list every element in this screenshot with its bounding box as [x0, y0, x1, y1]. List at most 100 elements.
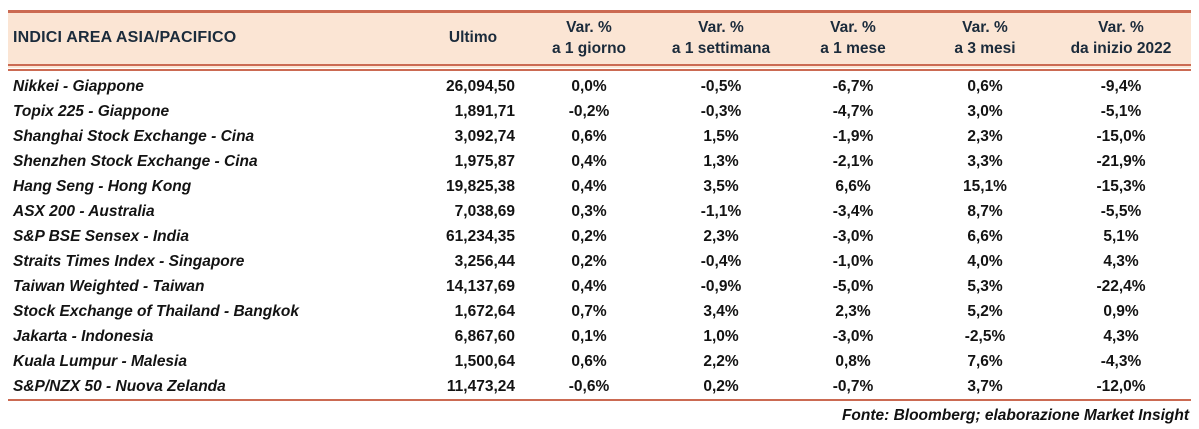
- variation-value-cell: 3,3%: [967, 152, 1003, 170]
- index-name-cell: Kuala Lumpur - Malesia: [13, 352, 187, 370]
- var-label: Var. %: [698, 19, 744, 36]
- variation-value-cell: -0,9%: [700, 277, 742, 295]
- variation-value-cell: -5,5%: [1100, 202, 1142, 220]
- variation-value-cell: 15,1%: [963, 177, 1007, 195]
- column-header-var-3-mesi: Var. % a 3 mesi: [919, 10, 1051, 71]
- variation-value-cell: 1,3%: [703, 152, 739, 170]
- index-name-cell: Taiwan Weighted - Taiwan: [13, 277, 205, 295]
- variation-value-cell: 2,2%: [703, 352, 739, 370]
- variation-value-cell: -12,0%: [1051, 374, 1191, 401]
- ultimo-value-cell: 11,473,24: [423, 374, 523, 401]
- ultimo-value-cell: 14,137,69: [446, 277, 515, 295]
- index-name-cell: Jakarta - Indonesia: [13, 327, 154, 345]
- index-name-cell: Shanghai Stock Exchange - Cina: [13, 127, 255, 145]
- variation-value-cell: -5,0%: [832, 277, 874, 295]
- ultimo-value-cell: 61,234,35: [446, 227, 515, 245]
- table-row: Nikkei - Giappone 26,094,50 0,0% -0,5% -6,7%…: [8, 68, 1191, 100]
- period-label: a 1 mese: [820, 40, 886, 57]
- period-label: a 3 mesi: [954, 40, 1016, 57]
- variation-value-cell: -0,2%: [568, 102, 610, 120]
- variation-value-cell: 8,7%: [967, 202, 1003, 220]
- variation-value-cell: -15,3%: [1096, 177, 1146, 195]
- index-name-cell: Shenzhen Stock Exchange - Cina: [13, 152, 258, 170]
- variation-value-cell: 0,7%: [571, 302, 607, 320]
- variation-value-cell: 0,4%: [571, 177, 607, 195]
- index-name-cell: S&P/NZX 50 - Nuova Zelanda: [8, 374, 423, 401]
- variation-value-cell: 0,4%: [571, 152, 607, 170]
- variation-value-cell: -2,5%: [964, 327, 1006, 345]
- index-name-cell: ASX 200 - Australia: [13, 202, 155, 220]
- variation-value-cell: -4,7%: [832, 102, 874, 120]
- table-row: Jakarta - Indonesia 6,867,60 0,1% 1,0% -3,0%…: [8, 324, 1191, 349]
- index-name-cell: Stock Exchange of Thailand - Bangkok: [13, 302, 299, 320]
- source-note: Fonte: Bloomberg; elaborazione Market In…: [841, 407, 1189, 424]
- variation-value-cell: -22,4%: [1096, 277, 1146, 295]
- table-row: Shenzhen Stock Exchange - Cina 1,975,87 0,…: [8, 149, 1191, 174]
- ultimo-value-cell: 1,975,87: [454, 152, 515, 170]
- var-label: Var. %: [566, 19, 612, 36]
- variation-value-cell: -3,0%: [832, 327, 874, 345]
- variation-value-cell: -2,1%: [832, 152, 874, 170]
- variation-value-cell: -1,0%: [832, 252, 874, 270]
- table-row: ASX 200 - Australia 7,038,69 0,3% -1,1% -3,4…: [8, 199, 1191, 224]
- variation-value-cell: 4,3%: [1103, 252, 1139, 270]
- variation-value-cell: 0,6%: [967, 77, 1003, 95]
- index-name-cell: Nikkei - Giappone: [13, 77, 144, 95]
- asia-pacific-indices-table-wrap: INDICI AREA ASIA/PACIFICO Ultimo Var. % …: [8, 10, 1191, 425]
- table-row: Kuala Lumpur - Malesia 1,500,64 0,6% 2,2% 0,…: [8, 349, 1191, 374]
- variation-value-cell: 2,3%: [967, 127, 1003, 145]
- variation-value-cell: 1,0%: [703, 327, 739, 345]
- column-header-var-1-mese: Var. % a 1 mese: [787, 10, 919, 71]
- variation-value-cell: -0,5%: [700, 77, 742, 95]
- variation-value-cell: 4,0%: [967, 252, 1003, 270]
- ultimo-value-cell: 1,891,71: [454, 102, 515, 120]
- variation-value-cell: 0,2%: [571, 252, 607, 270]
- variation-value-cell: 6,6%: [835, 177, 871, 195]
- variation-value-cell: 3,7%: [919, 374, 1051, 401]
- variation-value-cell: 5,3%: [967, 277, 1003, 295]
- index-name-cell: Straits Times Index - Singapore: [13, 252, 245, 270]
- variation-value-cell: -6,7%: [832, 77, 874, 95]
- ultimo-value-cell: 26,094,50: [446, 77, 515, 95]
- variation-value-cell: 6,6%: [967, 227, 1003, 245]
- variation-value-cell: -21,9%: [1096, 152, 1146, 170]
- period-label: a 1 settimana: [671, 40, 771, 57]
- variation-value-cell: -4,3%: [1100, 352, 1142, 370]
- column-header-var-inizio-2022: Var. % da inizio 2022: [1051, 10, 1191, 71]
- index-name-cell: Topix 225 - Giappone: [13, 102, 170, 120]
- variation-value-cell: 0,2%: [571, 227, 607, 245]
- table-header: INDICI AREA ASIA/PACIFICO Ultimo Var. % …: [8, 10, 1191, 71]
- variation-value-cell: 2,3%: [835, 302, 871, 320]
- column-header-ultimo: Ultimo: [423, 10, 523, 71]
- variation-value-cell: -0,7%: [787, 374, 919, 401]
- table-row: Shanghai Stock Exchange - Cina 3,092,74 0,…: [8, 124, 1191, 149]
- variation-value-cell: 0,6%: [571, 352, 607, 370]
- variation-value-cell: 3,0%: [967, 102, 1003, 120]
- variation-value-cell: 0,4%: [571, 277, 607, 295]
- index-name-cell: S&P BSE Sensex - India: [13, 227, 190, 245]
- variation-value-cell: 4,3%: [1103, 327, 1139, 345]
- ultimo-value-cell: 1,672,64: [454, 302, 515, 320]
- table-row: S&P BSE Sensex - India 61,234,35 0,2% 2,3% -…: [8, 224, 1191, 249]
- index-name-cell: Hang Seng - Hong Kong: [13, 177, 192, 195]
- variation-value-cell: 3,4%: [703, 302, 739, 320]
- variation-value-cell: -0,3%: [700, 102, 742, 120]
- variation-value-cell: -3,0%: [832, 227, 874, 245]
- variation-value-cell: 0,0%: [571, 77, 607, 95]
- variation-value-cell: -1,9%: [832, 127, 874, 145]
- variation-value-cell: 7,6%: [967, 352, 1003, 370]
- table-title: INDICI AREA ASIA/PACIFICO: [8, 10, 423, 71]
- table-body: Nikkei - Giappone 26,094,50 0,0% -0,5% -6,7%…: [8, 68, 1191, 401]
- variation-value-cell: -15,0%: [1096, 127, 1146, 145]
- ultimo-value-cell: 7,038,69: [454, 202, 515, 220]
- variation-value-cell: -3,4%: [832, 202, 874, 220]
- table-row: Straits Times Index - Singapore 3,256,44 0…: [8, 249, 1191, 274]
- var-label: Var. %: [962, 19, 1008, 36]
- variation-value-cell: 3,5%: [703, 177, 739, 195]
- variation-value-cell: -0,6%: [523, 374, 655, 401]
- variation-value-cell: -5,1%: [1100, 102, 1142, 120]
- column-header-var-1-giorno: Var. % a 1 giorno: [523, 10, 655, 71]
- table-row: S&P/NZX 50 - Nuova Zelanda 11,473,24 -0,6%…: [8, 374, 1191, 401]
- variation-value-cell: 0,6%: [571, 127, 607, 145]
